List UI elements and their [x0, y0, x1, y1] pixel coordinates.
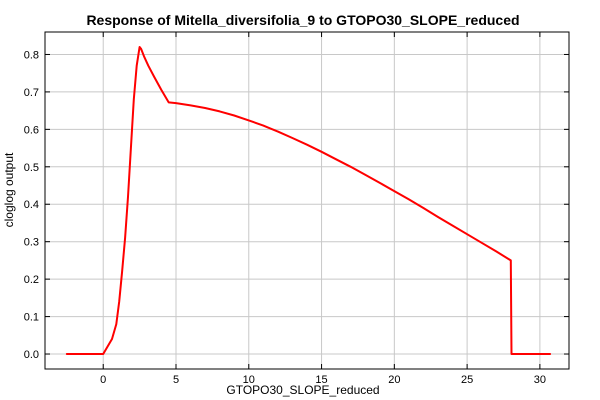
y-axis-label: cloglog output — [2, 152, 16, 227]
grid — [45, 32, 569, 369]
y-tick-label: 0.1 — [24, 312, 39, 324]
y-tick-label: 0.7 — [24, 87, 39, 99]
x-tick-label: 25 — [461, 374, 473, 386]
x-tick-label: 0 — [100, 374, 106, 386]
y-tick-label: 0.3 — [24, 237, 39, 249]
x-axis-label: GTOPO30_SLOPE_reduced — [226, 383, 379, 397]
series-group — [65, 46, 552, 355]
x-tick-label: 15 — [315, 374, 327, 386]
x-tick-label: 5 — [173, 374, 179, 386]
x-tick-label: 10 — [243, 374, 255, 386]
plot-frame — [44, 31, 570, 370]
x-tick-label: 30 — [534, 374, 546, 386]
axis-ticks: 0 5 10 15 20 25 30 0.0 0.1 0.2 0.3 0.4 0.5 0.6 0.7 0.8 — [24, 32, 569, 386]
y-tick-label: 0.4 — [24, 199, 39, 211]
y-tick-label: 0.5 — [24, 162, 39, 174]
y-tick-label: 0.0 — [24, 349, 39, 361]
chart-title: Response of Mitella_diversifolia_9 to GT… — [86, 12, 519, 28]
x-tick-label: 20 — [388, 374, 400, 386]
y-tick-label: 0.2 — [24, 274, 39, 286]
series-line — [65, 46, 552, 355]
y-tick-label: 0.6 — [24, 124, 39, 136]
y-tick-label: 0.8 — [24, 49, 39, 61]
